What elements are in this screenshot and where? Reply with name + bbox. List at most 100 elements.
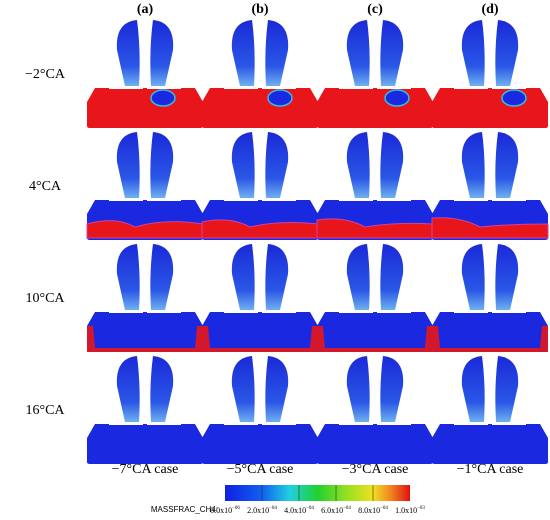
- valve: [495, 244, 519, 310]
- valve-gap: [147, 86, 181, 89]
- contour-panel: [316, 132, 434, 240]
- valve-gap: [492, 198, 526, 201]
- chamber: [202, 424, 318, 464]
- tick-base: 6.0x10: [321, 506, 343, 515]
- valve: [150, 356, 174, 422]
- row-label: 10°CA: [25, 291, 65, 306]
- tick-base: 2.0x10: [247, 506, 269, 515]
- valve: [495, 132, 519, 198]
- chamber: [87, 312, 203, 352]
- valve: [116, 132, 140, 198]
- red-zone: [431, 217, 549, 239]
- contour-panel: [202, 244, 318, 352]
- valve: [231, 132, 255, 198]
- colorbar: [225, 485, 410, 501]
- panels: [86, 20, 549, 464]
- valve: [116, 244, 140, 310]
- valve-gap: [339, 86, 373, 89]
- valve: [380, 132, 404, 198]
- valve-gap: [454, 310, 488, 313]
- valve-gap: [377, 86, 411, 89]
- valve-gap: [262, 422, 296, 425]
- valve: [495, 356, 519, 422]
- case-label: −7°CA case: [112, 462, 179, 477]
- contour-panel: [87, 20, 203, 128]
- tick-exponent: −04: [269, 506, 277, 511]
- valve: [346, 356, 370, 422]
- chamber: [87, 424, 203, 464]
- tick-base: 0.0x10: [210, 506, 232, 515]
- blue-pocket: [501, 89, 527, 107]
- contour-panel: [432, 356, 548, 464]
- case-label: −5°CA case: [227, 462, 294, 477]
- valve: [380, 244, 404, 310]
- valve-gap: [224, 86, 258, 89]
- valve: [150, 20, 174, 86]
- valve-gap: [492, 422, 526, 425]
- valve-gap: [377, 310, 411, 313]
- red-edge: [432, 326, 548, 352]
- valve: [380, 356, 404, 422]
- chamber: [202, 312, 318, 352]
- contour-panel: [202, 356, 318, 464]
- tick-exponent: −04: [306, 506, 314, 511]
- tick-exponent: −04: [343, 506, 351, 511]
- tick-exponent: −03: [417, 506, 425, 511]
- valve: [346, 20, 370, 86]
- tick-base: 8.0x10: [358, 506, 380, 515]
- row-label: 4°CA: [29, 179, 62, 194]
- colorbar-tick-label: 2.0x10−04: [247, 506, 277, 515]
- contour-panel: [202, 20, 318, 128]
- colorbar-label: MASSFRAC_CH4:: [151, 505, 218, 514]
- row-label: 16°CA: [25, 403, 65, 418]
- contour-panel: [432, 244, 548, 352]
- contour-panel: [201, 132, 319, 240]
- valve: [461, 244, 485, 310]
- valve-gap: [454, 198, 488, 201]
- chamber: [432, 424, 548, 464]
- valve-gap: [377, 198, 411, 201]
- blue-pocket: [384, 89, 410, 107]
- valve-gap: [109, 198, 143, 201]
- valve: [265, 356, 289, 422]
- chamber: [317, 312, 433, 352]
- valve: [380, 20, 404, 86]
- valve-gap: [339, 310, 373, 313]
- valve: [150, 244, 174, 310]
- contour-panel: [431, 132, 549, 240]
- valve-gap: [224, 422, 258, 425]
- chamber: [87, 88, 203, 128]
- valve: [265, 132, 289, 198]
- column-label: (c): [367, 2, 383, 17]
- blue-pocket: [150, 89, 176, 107]
- tick-base: 1.0x10: [395, 506, 417, 515]
- valve: [461, 356, 485, 422]
- valve: [231, 244, 255, 310]
- valve-gap: [339, 198, 373, 201]
- colorbar-tick-label: 1.0x10−03: [395, 506, 425, 515]
- valve: [231, 356, 255, 422]
- tick-exponent: −04: [380, 506, 388, 511]
- valve-gap: [147, 310, 181, 313]
- case-label: −1°CA case: [457, 462, 524, 477]
- chamber: [202, 88, 318, 128]
- contour-panel: [87, 356, 203, 464]
- valve-gap: [454, 86, 488, 89]
- chamber: [317, 424, 433, 464]
- valve: [461, 132, 485, 198]
- contour-panel: [432, 20, 548, 128]
- colorbar-tick-label: 0.0x10−06: [210, 506, 240, 515]
- valve-gap: [262, 86, 296, 89]
- valve-gap: [109, 310, 143, 313]
- valve: [231, 20, 255, 86]
- column-label: (b): [251, 2, 268, 17]
- valve: [265, 244, 289, 310]
- valve: [150, 132, 174, 198]
- valve: [461, 20, 485, 86]
- valve: [346, 132, 370, 198]
- valve-gap: [224, 198, 258, 201]
- column-label: (d): [481, 2, 498, 17]
- red-edge: [87, 326, 203, 352]
- chamber: [432, 88, 548, 128]
